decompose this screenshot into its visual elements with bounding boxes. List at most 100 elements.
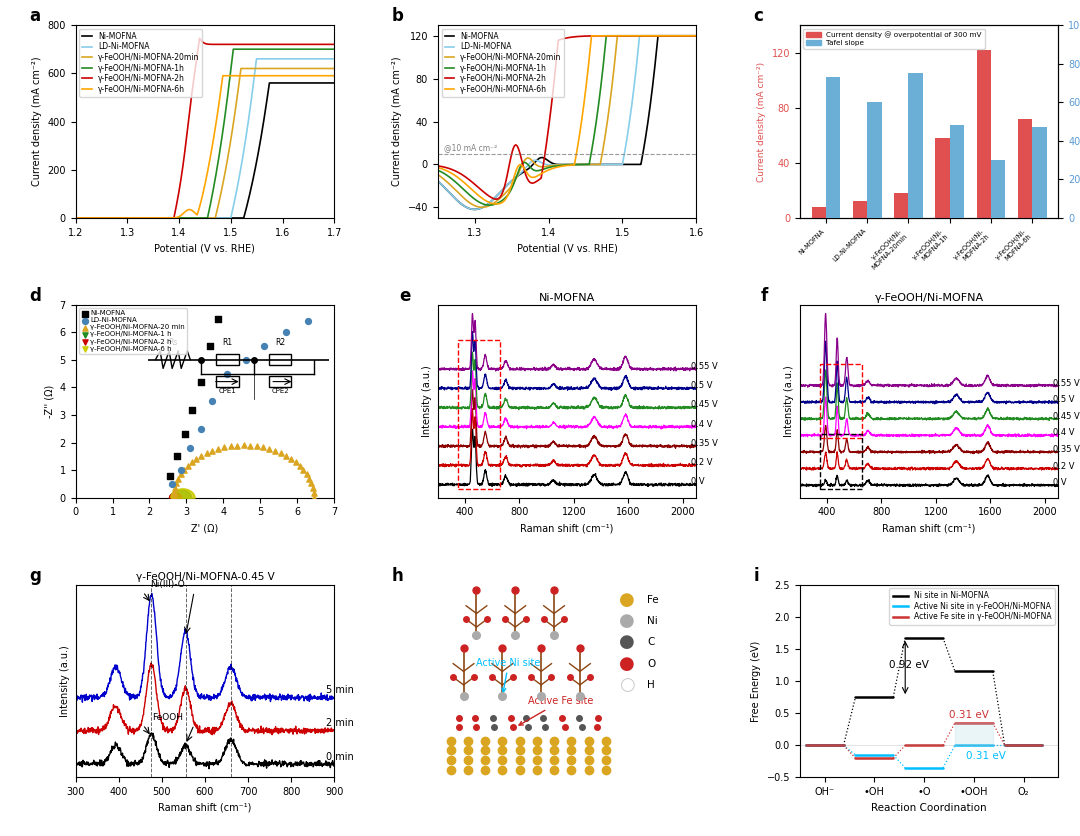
γ-FeOOH/Ni-MOFNA-20 min [300,472,318,486]
Bar [1017,119,1032,218]
γ-FeOOH/Ni-MOFNA-2h [193,33,206,43]
γ-FeOOH/Ni-MOFNA-20 min [229,439,246,452]
Ni-MOFNA [188,213,201,223]
γ-FeOOH/Ni-MOFNA-20 min [306,491,323,504]
Bar [894,193,908,218]
γ-FeOOH/Ni-MOFNA-20 min [254,441,271,454]
γ-FeOOH/Ni-MOFNA-20 min [287,456,305,469]
Text: 0.4 V: 0.4 V [691,420,713,429]
Text: H: H [647,680,654,690]
Line: γ-FeOOH/Ni-MOFNA-2h: γ-FeOOH/Ni-MOFNA-2h [76,38,334,218]
γ-FeOOH/Ni-MOFNA-20min [188,213,201,223]
Ni-MOFNA [82,213,95,223]
Bar [458,340,500,489]
Text: 0 V: 0 V [691,477,704,487]
Bar [1032,127,1047,218]
LD-Ni-MOFNA [204,395,221,408]
γ-FeOOH/Ni-MOFNA-1h [273,44,286,54]
Y-axis label: Free Energy (eV): Free Energy (eV) [751,640,761,721]
Y-axis label: Intensity (a.u.): Intensity (a.u.) [422,365,432,437]
Text: 0.55 V: 0.55 V [691,362,717,371]
γ-FeOOH/Ni-MOFNA-2h [321,39,334,49]
Y-axis label: Current density (mA cm⁻²): Current density (mA cm⁻²) [392,57,402,186]
Ni-MOFNA [176,428,193,441]
Text: ○: ○ [619,675,634,694]
Text: ●: ● [619,612,634,630]
Text: 2 min: 2 min [326,718,354,728]
γ-FeOOH/Ni-MOFNA-20min [194,213,207,223]
Text: a: a [29,8,40,25]
Text: e: e [399,287,410,305]
γ-FeOOH/Ni-MOFNA-6h [188,207,201,217]
γ-FeOOH/Ni-MOFNA-20 min [235,439,253,452]
Ni-MOFNA [262,78,275,88]
γ-FeOOH/Ni-MOFNA-2h [321,39,334,49]
Line: γ-FeOOH/Ni-MOFNA-20min: γ-FeOOH/Ni-MOFNA-20min [76,69,334,218]
Bar [908,74,923,218]
Text: 0.4 V: 0.4 V [1053,428,1075,437]
Y-axis label: Intensity (a.u.): Intensity (a.u.) [60,645,70,717]
γ-FeOOH/Ni-MOFNA-1h [327,44,340,54]
Line: γ-FeOOH/Ni-MOFNA-6h: γ-FeOOH/Ni-MOFNA-6h [76,76,334,218]
Bar [811,207,826,218]
γ-FeOOH/Ni-MOFNA-20 min [192,449,210,462]
LD-Ni-MOFNA [237,354,254,367]
γ-FeOOH/Ni-MOFNA-20min [321,64,334,74]
γ-FeOOH/Ni-MOFNA-20 min [295,463,312,477]
Text: ●: ● [619,591,634,609]
Text: C: C [647,637,654,647]
Text: Ni(III)-O: Ni(III)-O [150,580,185,589]
Text: Active Ni site: Active Ni site [476,658,541,692]
γ-FeOOH/Ni-MOFNA-20 min [210,442,227,456]
Text: 0.5 V: 0.5 V [691,381,713,390]
Title: γ-FeOOH/Ni-MOFNA: γ-FeOOH/Ni-MOFNA [875,293,984,303]
Text: 0.2 V: 0.2 V [691,458,713,467]
γ-FeOOH/Ni-MOFNA-1h [321,44,334,54]
Legend: Ni site in Ni-MOFNA, Active Ni site in γ-FeOOH/Ni-MOFNA, Active Fe site in γ-FeO: Ni site in Ni-MOFNA, Active Ni site in γ… [890,589,1054,624]
γ-FeOOH/Ni-MOFNA-20min [82,213,95,223]
γ-FeOOH/Ni-MOFNA-6h [194,195,207,205]
γ-FeOOH/Ni-MOFNA-1h [194,213,207,223]
γ-FeOOH/Ni-MOFNA-20min [273,64,286,74]
Title: Ni-MOFNA: Ni-MOFNA [539,293,595,303]
Text: 0 min: 0 min [326,752,354,762]
Text: 0.55 V: 0.55 V [1053,379,1080,388]
Bar [826,77,840,218]
Ni-MOFNA [210,312,227,325]
Legend: Ni-MOFNA, LD-Ni-MOFNA, γ-FeOOH/Ni-MOFNA-20min, γ-FeOOH/Ni-MOFNA-1h, γ-FeOOH/Ni-M: Ni-MOFNA, LD-Ni-MOFNA, γ-FeOOH/Ni-MOFNA-… [80,29,202,97]
LD-Ni-MOFNA [218,367,235,380]
Text: Active Fe site: Active Fe site [519,696,594,725]
Text: @10 mA cm⁻²: @10 mA cm⁻² [444,144,497,152]
γ-FeOOH/Ni-MOFNA-20 min [278,449,295,462]
LD-Ni-MOFNA [194,213,207,223]
γ-FeOOH/Ni-MOFNA-6h [82,213,95,223]
Text: Ni: Ni [647,616,658,626]
γ-FeOOH/Ni-MOFNA-1h [188,213,201,223]
Ni-MOFNA [202,339,219,353]
Text: 0.5 V: 0.5 V [1053,395,1075,404]
X-axis label: Raman shift (cm⁻¹): Raman shift (cm⁻¹) [882,523,975,533]
γ-FeOOH/Ni-MOFNA-6h [69,213,82,223]
γ-FeOOH/Ni-MOFNA-20 min [165,487,183,500]
γ-FeOOH/Ni-MOFNA-6h [327,71,340,81]
LD-Ni-MOFNA [192,422,210,436]
Text: f: f [761,287,768,305]
γ-FeOOH/Ni-MOFNA-20 min [165,491,183,504]
Legend: Ni-MOFNA, LD-Ni-MOFNA, γ-FeOOH/Ni-MOFNA-20 min, γ-FeOOH/Ni-MOFNA-1 h, γ-FeOOH/Ni: Ni-MOFNA, LD-Ni-MOFNA, γ-FeOOH/Ni-MOFNA-… [79,308,187,354]
Bar [991,161,1005,218]
Line: Ni-MOFNA: Ni-MOFNA [76,83,334,218]
γ-FeOOH/Ni-MOFNA-20min [69,213,82,223]
Text: 0.2 V: 0.2 V [1053,461,1075,471]
Bar [935,138,949,218]
Line: LD-Ni-MOFNA: LD-Ni-MOFNA [76,59,334,218]
Title: γ-FeOOH/Ni-MOFNA-0.45 V: γ-FeOOH/Ni-MOFNA-0.45 V [136,573,274,583]
Bar [976,50,991,218]
Ni-MOFNA [321,78,334,88]
X-axis label: Z' (Ω): Z' (Ω) [191,523,218,533]
Bar [867,102,881,218]
Ni-MOFNA [161,469,178,482]
Text: ●: ● [619,634,634,651]
Bar [820,435,863,489]
Y-axis label: Intensity (a.u.): Intensity (a.u.) [784,365,794,437]
γ-FeOOH/Ni-MOFNA-6h [216,71,229,81]
